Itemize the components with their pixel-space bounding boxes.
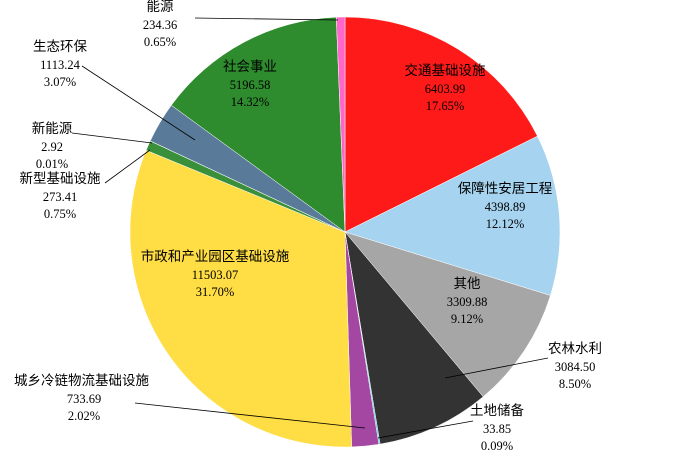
slice-label: 新型基础设施	[20, 170, 101, 186]
value-label: 11503.07	[192, 268, 238, 282]
percent-label: 0.75%	[44, 207, 76, 221]
percent-label: 2.02%	[68, 409, 100, 423]
slice-label: 市政和产业园区基础设施	[141, 248, 290, 264]
value-label: 33.85	[483, 422, 511, 436]
pie-slice	[129, 149, 352, 448]
pie-slice	[170, 16, 346, 233]
leader-line	[71, 132, 153, 144]
slice-label: 城乡冷链物流基础设施	[14, 372, 149, 388]
value-label: 6403.99	[425, 82, 466, 96]
value-label: 273.41	[43, 190, 77, 204]
pie-slice	[344, 231, 484, 445]
value-label: 4398.89	[485, 200, 526, 214]
percent-label: 0.65%	[144, 35, 176, 49]
pie-slice	[344, 16, 538, 233]
leader-line	[134, 402, 366, 429]
leader-line	[444, 357, 549, 379]
value-label: 1113.24	[40, 58, 80, 72]
slice-label: 能源	[147, 0, 174, 14]
percent-label: 12.12%	[486, 217, 525, 231]
pie-slice	[344, 231, 551, 398]
percent-label: 31.70%	[196, 285, 235, 299]
percent-label: 17.65%	[426, 99, 465, 113]
percent-label: 3.07%	[44, 75, 76, 89]
slice-label: 生态环保	[33, 39, 87, 54]
percent-label: 0.01%	[36, 157, 68, 171]
slice-label: 保障性安居工程	[458, 181, 553, 196]
value-label: 234.36	[143, 18, 177, 32]
slice-label: 其他	[454, 276, 481, 291]
percent-label: 0.09%	[481, 439, 513, 453]
percent-label: 14.32%	[231, 95, 270, 109]
slice-label: 土地储备	[470, 402, 524, 418]
value-label: 5196.58	[230, 78, 271, 92]
percent-label: 9.12%	[451, 312, 483, 326]
leader-line	[194, 17, 339, 21]
slice-label: 农林水利	[548, 341, 602, 356]
value-label: 2.92	[41, 140, 63, 154]
leader-line	[377, 420, 474, 439]
slice-label: 交通基础设施	[405, 62, 486, 78]
leader-line	[81, 65, 196, 141]
value-label: 3084.50	[555, 360, 596, 374]
slice-label: 新能源	[32, 121, 73, 136]
pie-slice	[344, 135, 561, 296]
value-label: 733.69	[67, 392, 101, 406]
pie-slice	[336, 16, 346, 233]
value-label: 3309.88	[447, 295, 488, 309]
percent-label: 8.50%	[559, 377, 591, 391]
slice-label: 社会事业	[223, 59, 277, 74]
leader-line	[104, 149, 151, 184]
